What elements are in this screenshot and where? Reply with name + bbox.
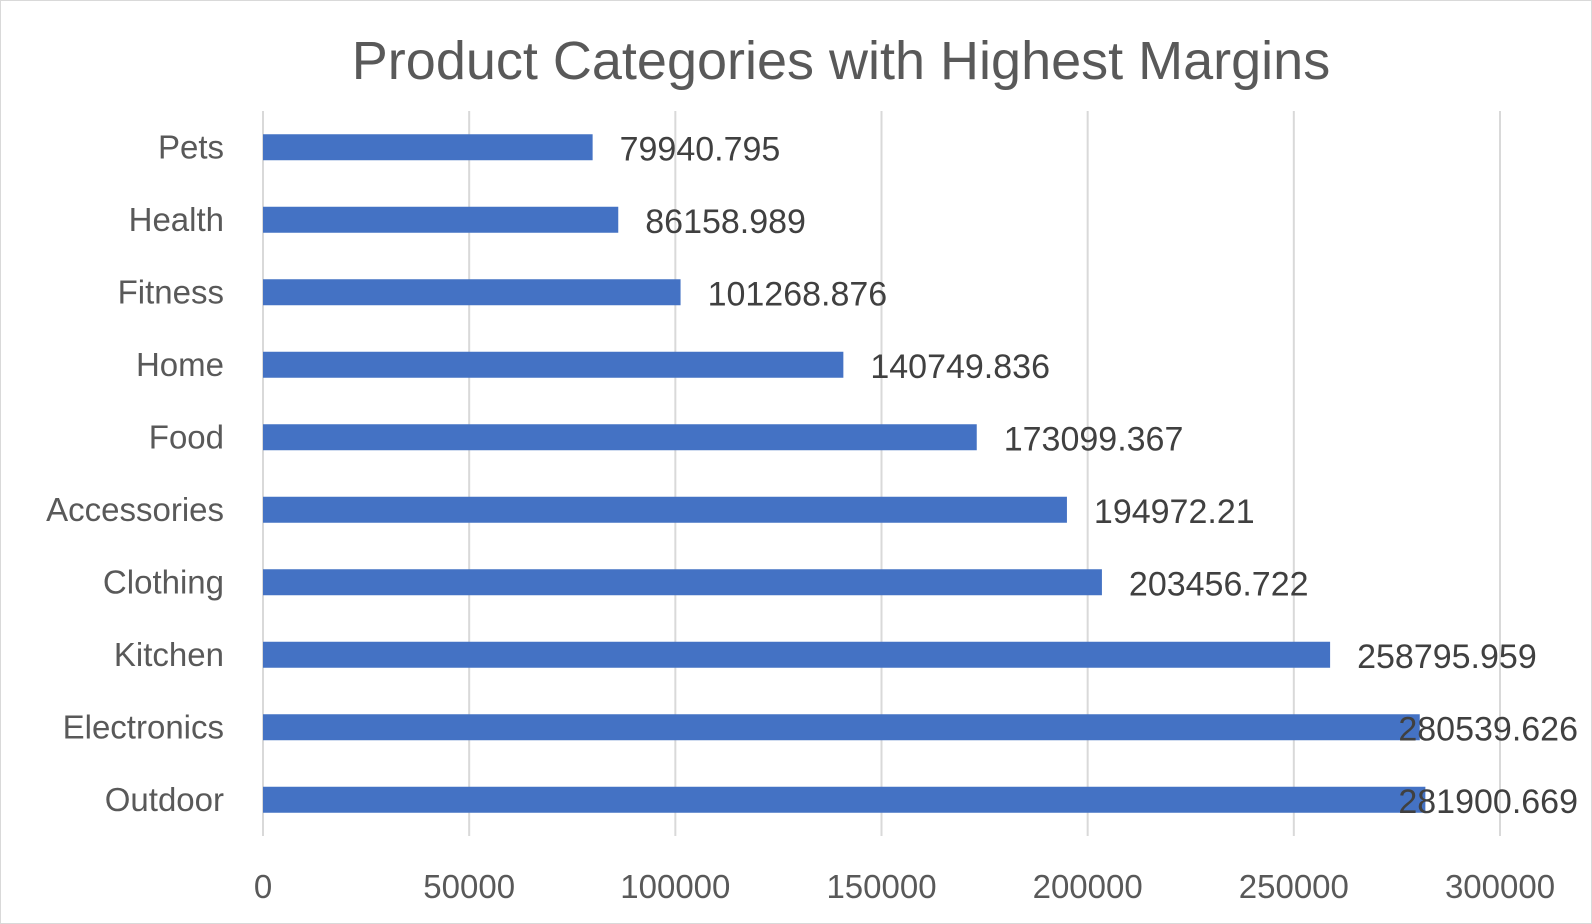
data-label: 280539.626 bbox=[1398, 710, 1578, 748]
data-label: 258795.959 bbox=[1357, 638, 1537, 676]
category-label: Pets bbox=[158, 128, 224, 165]
bar bbox=[263, 569, 1102, 596]
bar bbox=[263, 641, 1331, 668]
category-label: Outdoor bbox=[105, 781, 224, 818]
category-label: Electronics bbox=[63, 708, 224, 745]
bar bbox=[263, 496, 1067, 523]
category-label: Clothing bbox=[103, 563, 224, 600]
bar bbox=[263, 424, 977, 451]
category-label: Health bbox=[129, 201, 224, 238]
data-label: 101268.876 bbox=[708, 275, 888, 313]
x-tick-label: 0 bbox=[254, 868, 272, 905]
x-tick-label: 250000 bbox=[1239, 868, 1349, 905]
category-labels: Pets Health Fitness Home Food Accessories Clot… bbox=[46, 128, 224, 818]
category-label: Food bbox=[149, 418, 224, 455]
chart-title: Product Categories with Highest Margins bbox=[352, 31, 1330, 91]
bar bbox=[263, 134, 593, 161]
x-tick-label: 100000 bbox=[620, 868, 730, 905]
bar bbox=[263, 351, 844, 378]
bar bbox=[263, 279, 681, 306]
x-tick-label: 50000 bbox=[423, 868, 515, 905]
bar bbox=[263, 206, 619, 233]
data-label: 194972.21 bbox=[1094, 493, 1255, 531]
category-label: Kitchen bbox=[114, 636, 224, 673]
x-tick-label: 300000 bbox=[1445, 868, 1555, 905]
x-axis-ticks: 0 50000 100000 150000 200000 250000 300000 bbox=[254, 868, 1555, 905]
data-label: 281900.669 bbox=[1398, 783, 1578, 821]
data-labels: 79940.795 86158.989 101268.876 140749.836 17… bbox=[620, 130, 1578, 821]
category-label: Accessories bbox=[46, 491, 224, 528]
bar bbox=[263, 714, 1420, 741]
data-label: 173099.367 bbox=[1004, 420, 1184, 458]
data-label: 86158.989 bbox=[645, 203, 806, 241]
data-label: 140749.836 bbox=[870, 348, 1050, 386]
category-label: Fitness bbox=[118, 273, 224, 310]
category-label: Home bbox=[136, 346, 224, 383]
x-tick-label: 200000 bbox=[1033, 868, 1143, 905]
data-label: 79940.795 bbox=[620, 130, 781, 168]
bars bbox=[263, 134, 1426, 813]
data-label: 203456.722 bbox=[1129, 565, 1309, 603]
x-tick-label: 150000 bbox=[826, 868, 936, 905]
bar bbox=[263, 786, 1426, 813]
